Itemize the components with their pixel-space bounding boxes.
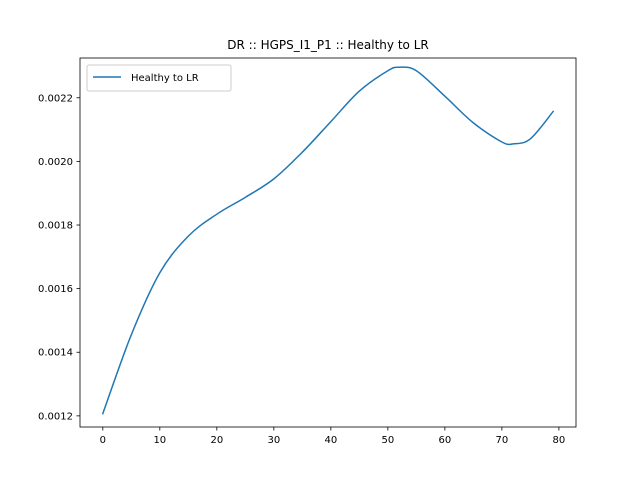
y-tick-label: 0.0012: [38, 411, 73, 422]
x-tick-label: 10: [153, 435, 166, 446]
x-axis-ticks: 0 10 20 30 40 50 60 70 80: [100, 427, 566, 446]
x-tick-label: 30: [267, 435, 280, 446]
y-tick-label: 0.0020: [38, 157, 73, 168]
legend: Healthy to LR: [86, 64, 232, 92]
x-tick-label: 20: [210, 435, 223, 446]
x-tick-label: 40: [324, 435, 337, 446]
x-tick-label: 60: [439, 435, 452, 446]
legend-box: [86, 64, 232, 92]
x-tick-label: 80: [553, 435, 566, 446]
plot-area-frame: [79, 57, 577, 428]
y-axis-ticks: 0.0012 0.0014 0.0016 0.0018 0.0020 0.0022: [38, 93, 80, 422]
series-layer: [101, 66, 555, 415]
y-tick-label: 0.0022: [38, 93, 73, 104]
x-tick-label: 0: [100, 435, 106, 446]
y-tick-label: 0.0016: [38, 284, 73, 295]
series-line-healthy-to-lr: [101, 66, 555, 415]
x-tick-label: 50: [381, 435, 394, 446]
x-tick-label: 70: [496, 435, 509, 446]
chart-title: DR :: HGPS_I1_P1 :: Healthy to LR: [227, 38, 428, 52]
y-tick-label: 0.0014: [38, 348, 73, 359]
legend-label: Healthy to LR: [131, 73, 199, 84]
y-tick-label: 0.0018: [38, 221, 73, 232]
